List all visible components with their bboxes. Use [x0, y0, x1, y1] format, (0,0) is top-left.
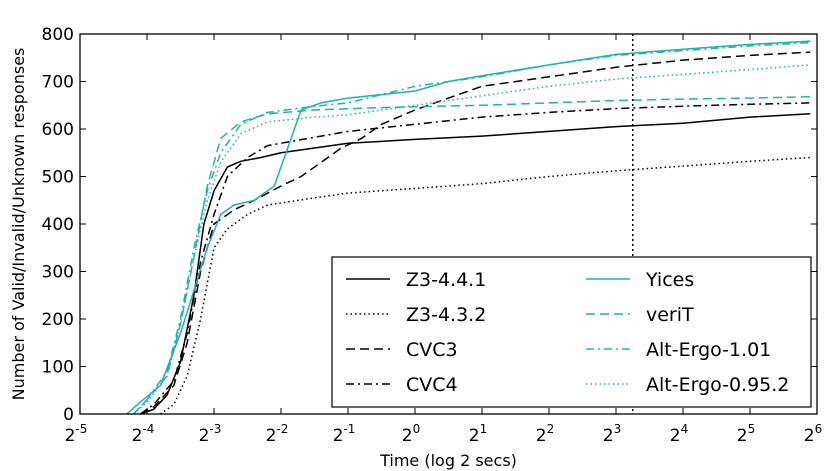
x-tick-label: 2-2: [266, 422, 289, 446]
y-tick-label: 300: [42, 263, 74, 283]
x-tick-label: 24: [670, 422, 688, 446]
x-tick-exponent: -2: [276, 422, 288, 436]
x-tick-exponent: -5: [75, 422, 87, 436]
y-tick-label: 800: [42, 25, 74, 45]
x-tick-label: 2-1: [333, 422, 356, 446]
x-tick-label: 25: [737, 422, 755, 446]
series-line-5: [133, 95, 811, 415]
series-line-3: [139, 102, 811, 415]
x-tick-label: 20: [402, 422, 420, 446]
legend-label: Alt-Ergo-0.95.2: [646, 374, 789, 396]
x-tick-exponent: 4: [681, 422, 689, 436]
x-tick-base: 2: [402, 426, 413, 446]
x-tick-base: 2: [469, 426, 480, 446]
series-line-4: [126, 40, 811, 415]
y-tick-label: 200: [42, 310, 74, 330]
legend: Z3-4.4.1 Z3-4.3.2 CVC3 CVC4 Yices veriT Alt-Er…: [331, 256, 812, 408]
x-axis-label: Time (log 2 secs): [379, 451, 517, 470]
x-tick-base: 2: [737, 426, 748, 446]
x-tick-base: 2: [266, 426, 277, 446]
legend-label: CVC4: [406, 374, 458, 396]
x-tick-base: 2: [65, 426, 76, 446]
x-tick-exponent: 0: [413, 422, 421, 436]
x-tick-exponent: 2: [547, 422, 555, 436]
series-line-7: [133, 64, 811, 415]
x-tick-base: 2: [670, 426, 681, 446]
x-tick-label: 2-5: [65, 422, 88, 446]
x-tick-base: 2: [132, 426, 143, 446]
y-tick-label: 700: [42, 73, 74, 93]
series-line-1: [159, 156, 811, 415]
x-axis-ticks: 2-5 2-4 2-3 2-2 2-1 20 21 22 23 24 25 26: [65, 34, 822, 446]
x-tick-exponent: -1: [343, 422, 355, 436]
x-tick-label: 2-3: [199, 422, 222, 446]
y-tick-label: 100: [42, 358, 74, 378]
x-tick-label: 2-4: [132, 422, 155, 446]
legend-label: Alt-Ergo-1.01: [646, 339, 771, 361]
y-tick-label: 600: [42, 120, 74, 140]
legend-label: Yices: [645, 269, 694, 291]
x-tick-exponent: 3: [614, 422, 622, 436]
y-axis-label: Number of Valid/Invalid/Unknown response…: [9, 48, 28, 401]
x-tick-label: 26: [804, 422, 822, 446]
y-tick-label: 500: [42, 168, 74, 188]
series-layer: [126, 40, 811, 415]
legend-label: veriT: [646, 304, 694, 326]
x-tick-exponent: -3: [209, 422, 221, 436]
x-tick-label: 22: [536, 422, 554, 446]
legend-label: CVC3: [406, 339, 458, 361]
x-tick-base: 2: [333, 426, 344, 446]
x-tick-exponent: 6: [815, 422, 823, 436]
legend-label: Z3-4.4.1: [406, 269, 486, 291]
x-tick-base: 2: [536, 426, 547, 446]
x-tick-exponent: -4: [142, 422, 154, 436]
x-tick-base: 2: [804, 426, 815, 446]
y-axis-ticks: 0 100 200 300 400 500 600 700 800: [42, 25, 817, 425]
y-tick-label: 400: [42, 215, 74, 235]
legend-box: [331, 256, 812, 408]
x-tick-exponent: 5: [748, 422, 756, 436]
x-tick-label: 21: [469, 422, 487, 446]
x-tick-base: 2: [603, 426, 614, 446]
x-tick-label: 23: [603, 422, 621, 446]
series-line-6: [133, 41, 811, 415]
legend-label: Z3-4.3.2: [406, 304, 486, 326]
x-tick-exponent: 1: [480, 422, 488, 436]
y-tick-label: 0: [63, 405, 74, 425]
x-tick-base: 2: [199, 426, 210, 446]
